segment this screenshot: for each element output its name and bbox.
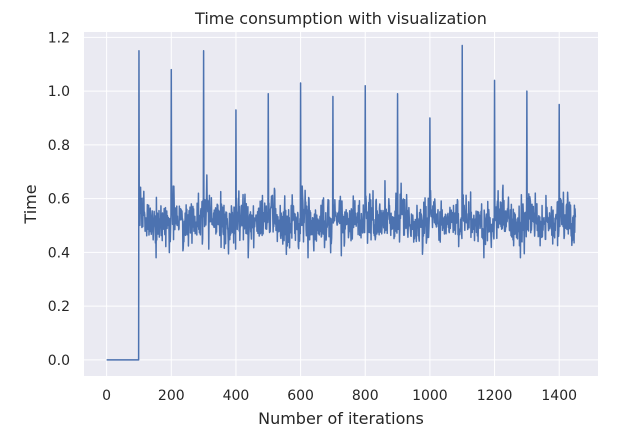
y-tick-label: 0.2 [48,299,70,315]
series-layer [106,44,577,361]
y-tick-label: 0.0 [48,353,70,369]
x-tick-labels: 0 200 400 600 800 1000 1200 1400 [102,388,577,404]
y-tick-label: 1.2 [48,30,70,46]
y-axis-label: Time [21,184,40,224]
x-tick-label: 0 [102,388,111,404]
x-axis-label: Number of iterations [258,409,424,428]
x-tick-label: 1000 [412,388,448,404]
y-tick-label: 1.0 [48,84,70,100]
x-tick-label: 1400 [541,388,577,404]
chart-title: Time consumption with visualization [194,9,487,28]
y-tick-labels: 0.0 0.2 0.4 0.6 0.8 1.0 1.2 [48,30,70,369]
series-line [106,44,577,361]
x-tick-label: 400 [223,388,250,404]
x-tick-label: 200 [158,388,185,404]
x-tick-label: 600 [287,388,314,404]
x-tick-label: 800 [352,388,379,404]
x-tick-label: 1200 [477,388,513,404]
y-tick-label: 0.6 [48,192,70,208]
y-tick-label: 0.4 [48,245,70,261]
y-tick-label: 0.8 [48,138,70,154]
